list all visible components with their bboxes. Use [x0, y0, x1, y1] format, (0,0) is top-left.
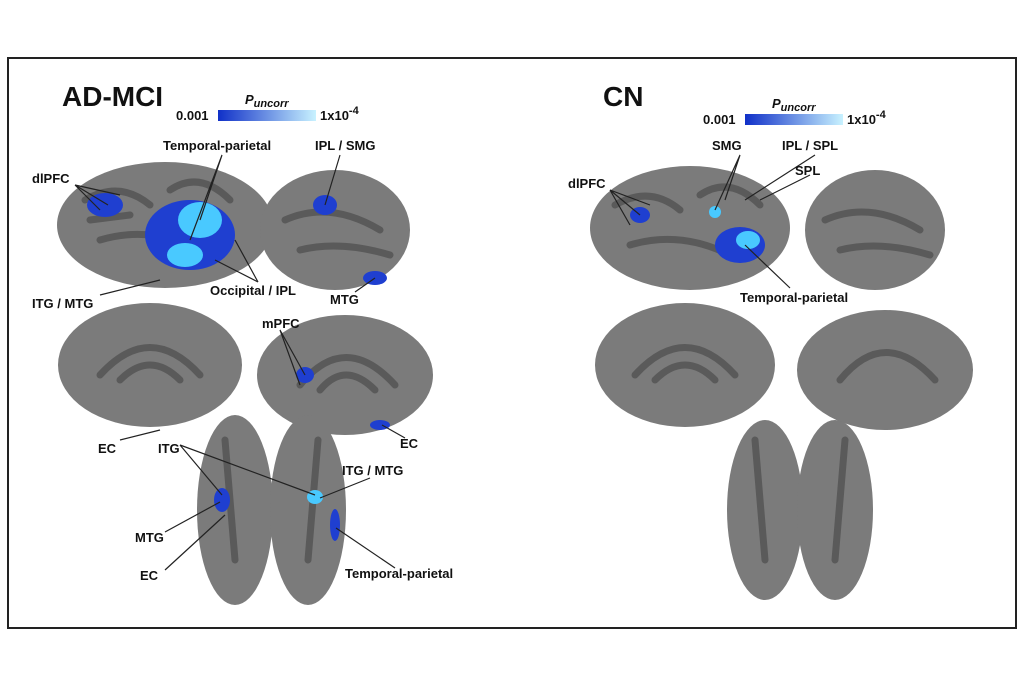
exponent: -4 — [349, 105, 360, 117]
subscript: uncorr — [781, 102, 817, 114]
colorbar-max: 1x10-4 — [320, 105, 360, 123]
colorbar — [218, 110, 316, 121]
region-label: SMG — [712, 138, 742, 153]
region-label: dlPFC — [32, 171, 70, 186]
region-label: ITG — [158, 441, 180, 456]
region-label: Temporal-parietal — [345, 566, 453, 581]
region-label: IPL / SMG — [315, 138, 375, 153]
leader-lines — [74, 154, 816, 571]
region-label: Temporal-parietal — [740, 290, 848, 305]
colorbar — [745, 114, 843, 125]
colorbar-symbol: Puncorr — [245, 92, 289, 110]
base: 1x10 — [320, 108, 349, 123]
region-label: SPL — [795, 163, 820, 178]
symbol: P — [245, 92, 254, 107]
panel-title: CN — [603, 81, 643, 112]
region-label: MTG — [135, 530, 164, 545]
region-label: MTG — [330, 292, 359, 307]
subscript: uncorr — [254, 98, 290, 110]
region-label: Occipital / IPL — [210, 283, 296, 298]
region-label: ITG / MTG — [342, 463, 403, 478]
panel-title: AD-MCI — [62, 81, 163, 112]
symbol: P — [772, 96, 781, 111]
brains-ad-mci — [57, 162, 433, 605]
region-label: IPL / SPL — [782, 138, 838, 153]
colorbar-min: 0.001 — [703, 112, 736, 127]
region-label: ITG / MTG — [32, 296, 93, 311]
region-label: EC — [140, 568, 159, 583]
region-label: EC — [98, 441, 117, 456]
colorbar-symbol: Puncorr — [772, 96, 816, 114]
frame — [7, 57, 1017, 629]
region-label: mPFC — [262, 316, 300, 331]
exponent: -4 — [876, 109, 887, 121]
region-label: EC — [400, 436, 419, 451]
colorbar-max: 1x10-4 — [847, 109, 887, 127]
brains-cn — [590, 166, 973, 600]
base: 1x10 — [847, 112, 876, 127]
region-label: dlPFC — [568, 176, 606, 191]
region-label: Temporal-parietal — [163, 138, 271, 153]
colorbar-min: 0.001 — [176, 108, 209, 123]
